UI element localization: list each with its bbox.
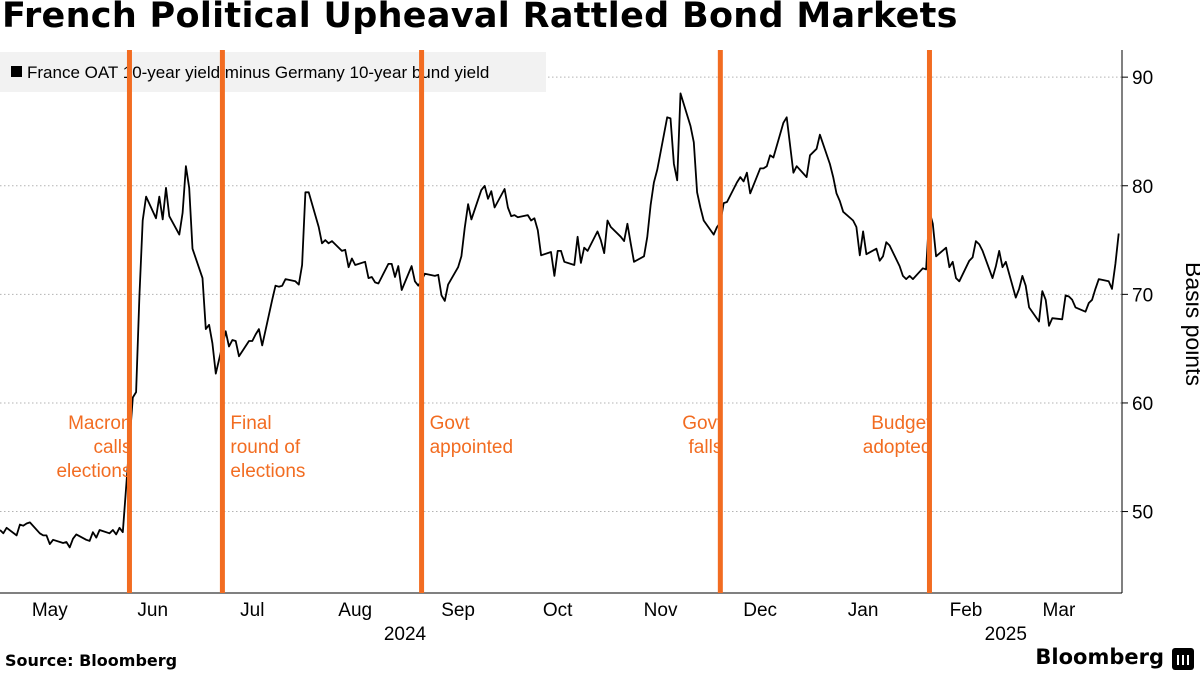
x-tick-label: Mar (1043, 600, 1076, 621)
y-axis-title: Basis points (1181, 262, 1200, 386)
series-line (0, 92, 1120, 549)
y-tick-label: 60 (1132, 394, 1153, 415)
event-label: Budget adopted (863, 413, 932, 458)
grid-lines (0, 76, 1122, 513)
y-tick-label: 80 (1132, 177, 1153, 198)
x-tick-label: Dec (743, 600, 777, 621)
bloomberg-chart-icon (1172, 648, 1194, 670)
y-tick-label: 50 (1132, 503, 1153, 524)
legend: France OAT 10-year yield minus Germany 1… (0, 52, 546, 92)
source-note: Source: Bloomberg (5, 651, 178, 670)
y-tick-label: 70 (1132, 285, 1153, 306)
x-year-label: 2024 (384, 624, 427, 645)
y-axis: 50 60 70 80 90 (1121, 50, 1153, 593)
event-label: Final round of elections (230, 413, 305, 482)
x-tick-label: Aug (338, 600, 372, 621)
chart-title: French Political Upheaval Rattled Bond M… (2, 0, 958, 36)
x-tick-label: Feb (950, 600, 983, 621)
x-tick-label: Sep (441, 600, 475, 621)
legend-background (0, 52, 546, 92)
x-axis: May Jun Jul Aug Sep Oct Nov Dec Jan Feb Mar 2024 202… (0, 592, 1122, 645)
x-tick-label: May (32, 600, 68, 621)
legend-label: France OAT 10-year yield minus Germany 1… (27, 63, 489, 82)
y-tick-label: 90 (1132, 68, 1153, 89)
x-tick-label: Nov (644, 600, 678, 621)
x-tick-label: Jul (240, 600, 264, 621)
x-tick-label: Jun (137, 600, 168, 621)
brand-logo-text: Bloomberg (1035, 645, 1164, 669)
event-label: Govt appointed (430, 413, 513, 458)
x-year-label: 2025 (985, 624, 1027, 645)
event-label: Govt falls (682, 413, 723, 458)
series-layer (0, 92, 1120, 549)
x-tick-label: Jan (848, 600, 879, 621)
event-markers: Macron calls elections Final round of electio… (56, 50, 932, 593)
legend-swatch (11, 66, 22, 77)
x-tick-label: Oct (543, 600, 573, 621)
event-label: Macron calls elections (56, 413, 131, 482)
